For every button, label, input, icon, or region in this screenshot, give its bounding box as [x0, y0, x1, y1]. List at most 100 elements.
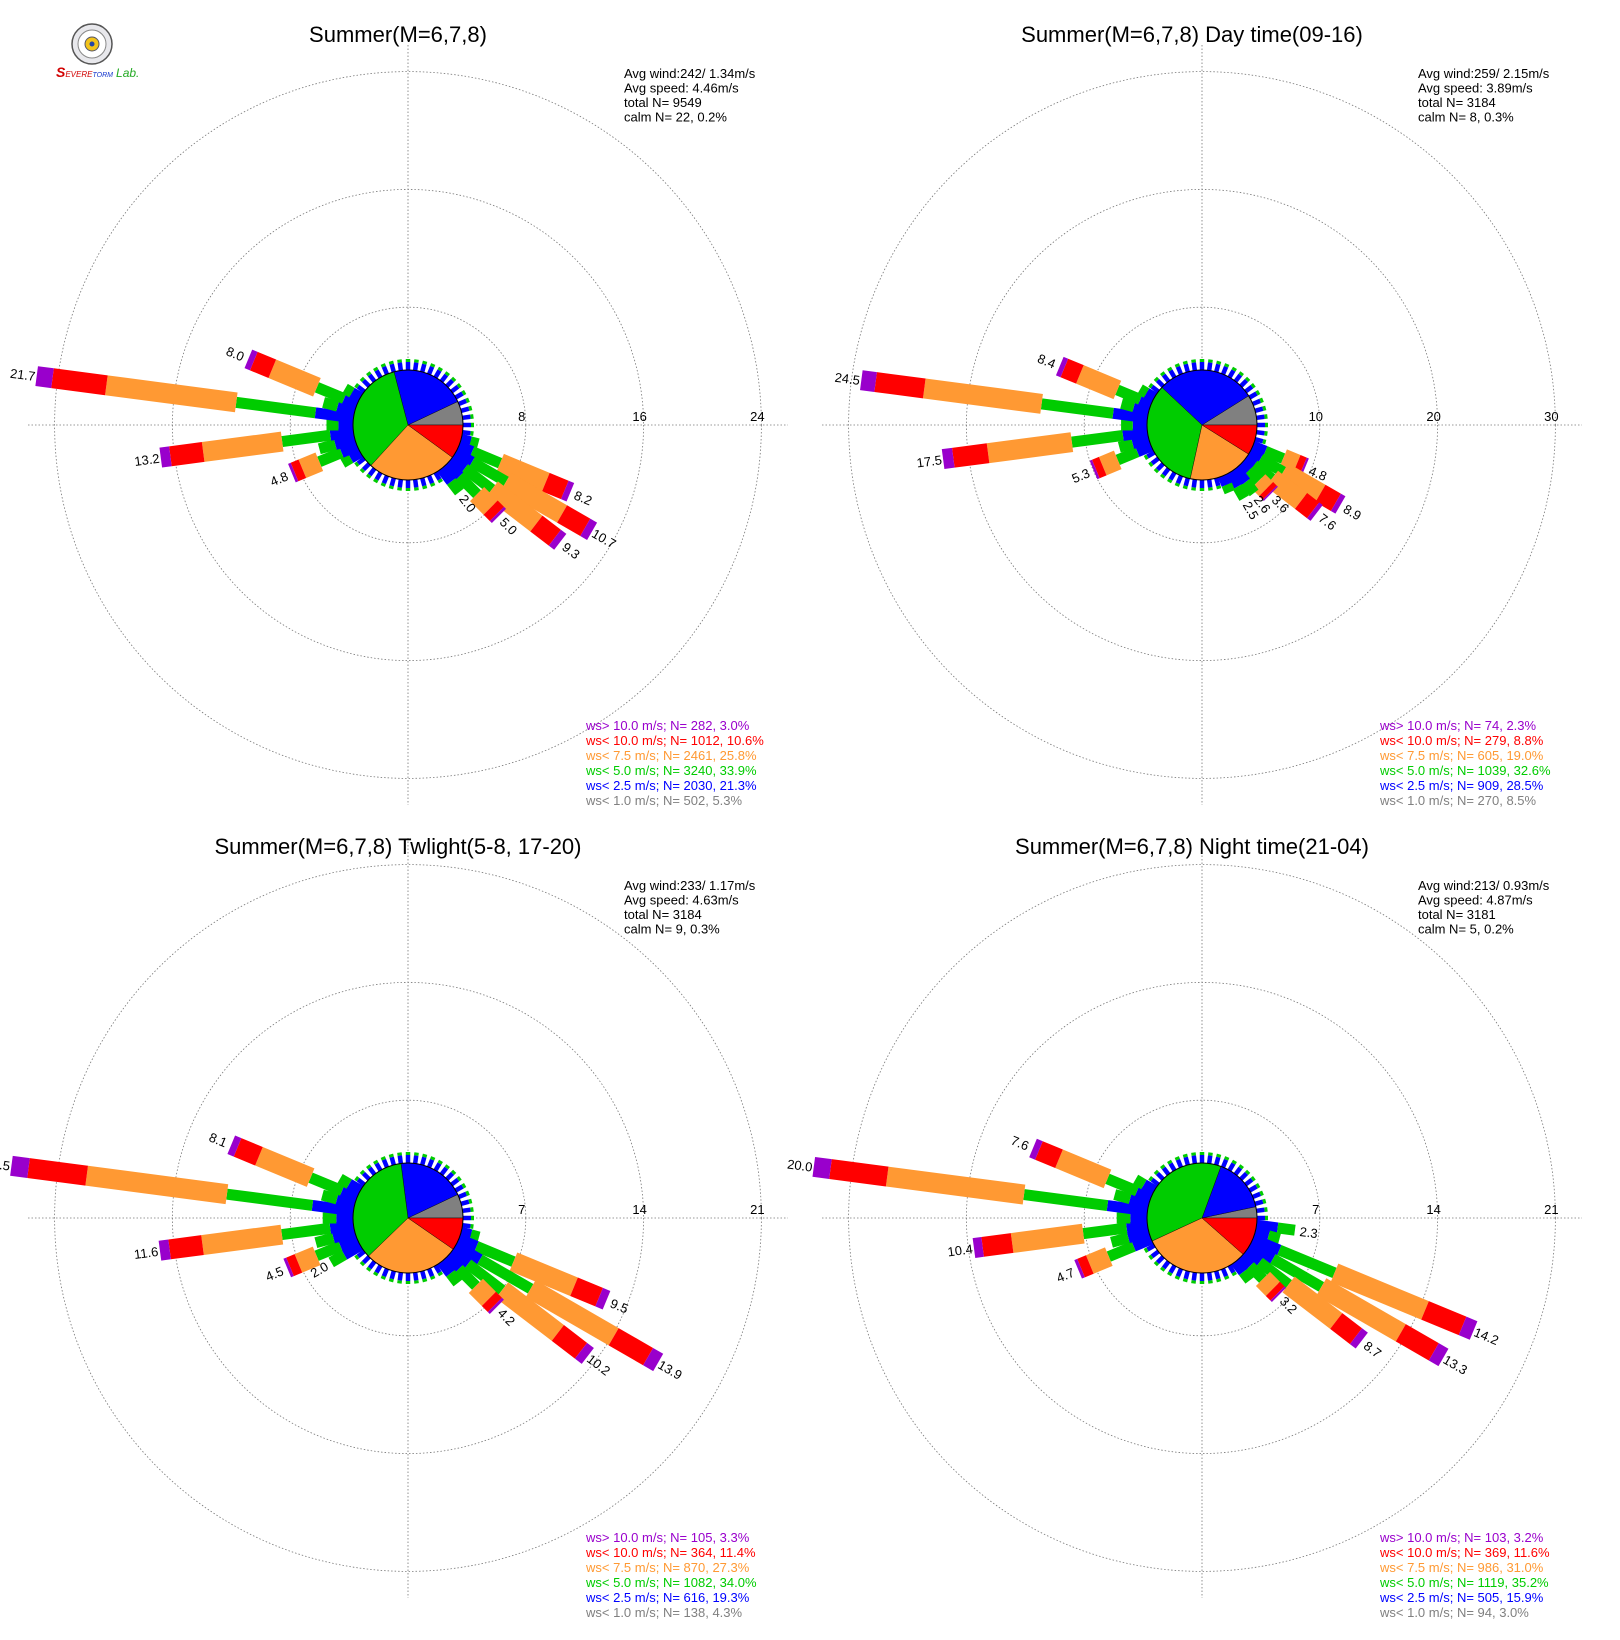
bar-segment: [1330, 1313, 1363, 1345]
direction-tick: [1233, 373, 1243, 383]
direction-tick: [437, 1159, 443, 1165]
bar-segment: [643, 1347, 664, 1372]
direction-tick: [1155, 378, 1165, 388]
direction-tick: [1175, 1158, 1184, 1169]
direction-tick: [381, 474, 390, 485]
stats-line: calm N= 9, 0.3%: [624, 922, 720, 937]
bar-segment: [477, 1254, 534, 1294]
bar-segment: [459, 433, 472, 448]
bar-segment: [333, 433, 357, 450]
direction-tick: [366, 371, 372, 377]
direction-tick: [450, 1169, 457, 1176]
bar-segment: [1307, 502, 1323, 521]
direction-tick: [1143, 1247, 1149, 1253]
bar-segment: [1250, 460, 1276, 484]
bar-segment: [158, 1239, 171, 1261]
bar-value-label: 11.6: [133, 1244, 159, 1262]
bar-segment: [341, 1240, 364, 1260]
ring-3: [54, 71, 762, 779]
direction-tick: [1155, 462, 1165, 472]
direction-tick: [1168, 471, 1177, 481]
bar-segment: [1085, 1247, 1113, 1274]
direction-tick: [389, 363, 396, 373]
bar-segment: [1029, 1138, 1043, 1160]
bar-segment: [860, 370, 877, 392]
direction-tick: [354, 461, 360, 467]
stats-line: calm N= 8, 0.3%: [1418, 110, 1514, 125]
bar-segment: [342, 383, 355, 398]
bar-segment: [233, 1138, 263, 1166]
legend-entry: ws< 5.0 m/s; N= 1119, 35.2%: [1379, 1575, 1549, 1590]
bar-segment: [314, 1232, 335, 1249]
bar-segment: [1244, 467, 1263, 486]
bar-segment: [1115, 384, 1143, 405]
direction-tick: [1182, 1153, 1188, 1158]
bar-segment: [105, 375, 238, 413]
bar-segment: [1237, 1253, 1254, 1270]
direction-tick: [461, 390, 467, 396]
bar-segment: [1055, 1149, 1112, 1189]
direction-tick: [1168, 1264, 1177, 1274]
direction-tick: [1146, 1243, 1156, 1252]
bar-segment: [1089, 459, 1100, 480]
direction-tick: [388, 360, 394, 365]
direction-tick: [1244, 376, 1251, 383]
bar-segment: [1134, 1185, 1154, 1203]
direction-tick: [1143, 454, 1149, 460]
bar-segment: [1122, 426, 1149, 441]
direction-tick: [422, 360, 428, 365]
pie-outline: [352, 369, 464, 481]
bar-segment: [1217, 473, 1232, 487]
bar-segment: [314, 407, 355, 424]
direction-tick: [1214, 1270, 1221, 1280]
direction-tick: [426, 1267, 435, 1278]
bar-segment: [308, 1172, 345, 1196]
bar-segment: [1421, 1301, 1467, 1336]
direction-tick: [456, 1176, 462, 1182]
bar-segment: [331, 1226, 357, 1244]
stats-line: calm N= 22, 0.2%: [624, 110, 727, 125]
direction-tick: [354, 383, 360, 389]
legend-entry: ws< 10.0 m/s; N= 364, 11.4%: [585, 1545, 756, 1560]
bar-segment: [468, 1278, 496, 1306]
bar-segment: [1106, 1241, 1136, 1262]
bar-segment: [1077, 1255, 1094, 1278]
direction-tick: [1238, 1164, 1244, 1170]
ring-3: [54, 864, 762, 1572]
bar-segment: [317, 447, 344, 467]
bar-segment: [489, 506, 507, 524]
direction-tick: [356, 456, 366, 466]
direction-tick: [1174, 1156, 1180, 1161]
direction-tick: [1175, 365, 1184, 376]
bar-segment: [459, 1226, 473, 1241]
bar-segment: [574, 1342, 594, 1364]
direction-tick: [367, 467, 377, 477]
legend-entry: ws< 1.0 m/s; N= 270, 8.5%: [1379, 793, 1537, 808]
bar-segment: [1074, 1258, 1085, 1279]
direction-tick: [1160, 371, 1166, 377]
bar-segment: [548, 529, 567, 550]
bar-segment: [541, 472, 569, 500]
bar-segment: [595, 1287, 611, 1310]
bar-value-label: 10.7: [589, 526, 618, 552]
bar-segment: [1251, 474, 1274, 497]
direction-tick: [430, 363, 436, 368]
direction-tick: [444, 1164, 450, 1170]
bar-segment: [1060, 358, 1084, 384]
legend-entry: ws< 1.0 m/s; N= 94, 3.0%: [1379, 1605, 1529, 1620]
bar-segment: [1071, 429, 1124, 448]
bar-segment: [314, 382, 347, 404]
direction-tick: [439, 373, 449, 383]
direction-tick: [1244, 1169, 1251, 1176]
direction-tick: [1182, 485, 1188, 490]
ring-label: 16: [632, 409, 646, 424]
bar-segment: [443, 1253, 463, 1273]
bar-segment: [1330, 1263, 1429, 1320]
direction-tick: [356, 384, 366, 394]
pie-outline: [352, 1162, 464, 1274]
bar-segment: [1277, 1244, 1337, 1278]
direction-tick: [433, 369, 442, 379]
bar-segment: [314, 1240, 343, 1261]
direction-tick: [1231, 366, 1237, 372]
bar-segment: [1299, 457, 1309, 477]
